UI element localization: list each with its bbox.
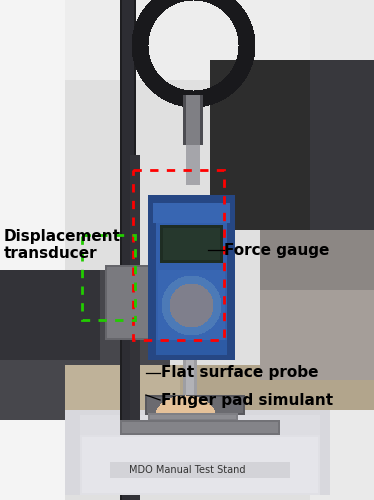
Text: Displacement
transducer: Displacement transducer bbox=[4, 229, 121, 261]
Text: Finger pad simulant: Finger pad simulant bbox=[161, 392, 333, 407]
Text: MDO Manual Test Stand: MDO Manual Test Stand bbox=[129, 465, 245, 475]
Bar bbox=[133, 170, 224, 340]
Text: Flat surface probe: Flat surface probe bbox=[161, 365, 318, 380]
Bar bbox=[82, 235, 135, 320]
Text: Force gauge: Force gauge bbox=[224, 242, 330, 258]
